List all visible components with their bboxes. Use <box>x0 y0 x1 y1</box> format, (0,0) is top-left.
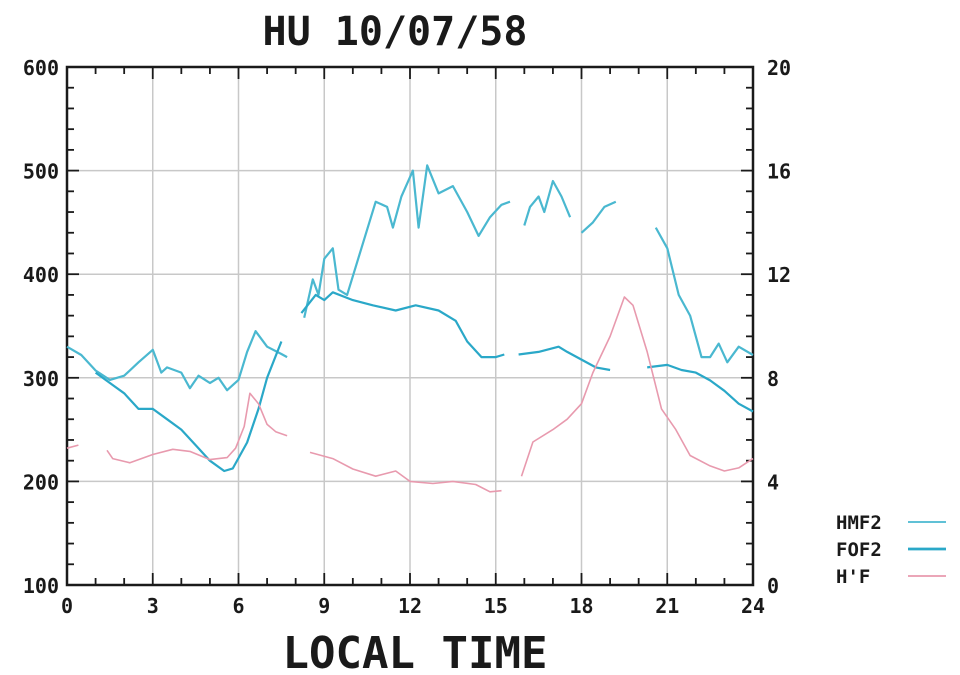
left-tick-label: 300 <box>23 367 59 391</box>
right-tick-label: 8 <box>767 367 779 391</box>
chart-title: HU 10/07/58 <box>263 9 528 55</box>
legend-label: H'F <box>836 566 870 588</box>
series-line-hf <box>66 444 79 449</box>
legend: HMF2 FOF2 H'F <box>836 512 946 588</box>
x-tick-label: 9 <box>318 594 330 618</box>
series-line-fof2 <box>518 345 611 372</box>
series-line-hmf2 <box>303 164 511 318</box>
right-tick-label: 12 <box>767 263 791 287</box>
series-line-fof2 <box>647 363 754 413</box>
series-line-fof2 <box>300 291 505 359</box>
right-tick-label: 20 <box>767 56 791 80</box>
series-hmf2 <box>66 164 754 392</box>
series-line-hf <box>520 296 754 477</box>
series-layer <box>66 164 754 493</box>
right-axis: 0 4 8 12 16 20 <box>767 56 791 598</box>
x-tick-label: 6 <box>232 594 244 618</box>
grid <box>66 66 754 586</box>
left-tick-label: 200 <box>23 470 59 494</box>
series-fof2 <box>94 291 754 473</box>
x-tick-label: 12 <box>398 594 422 618</box>
x-axis: 0 3 6 9 12 15 18 21 24 <box>61 594 765 618</box>
legend-label: FOF2 <box>836 539 882 561</box>
right-tick-label: 0 <box>767 574 779 598</box>
series-line-hf <box>106 392 288 464</box>
left-tick-label: 600 <box>23 56 59 80</box>
right-tick-label: 16 <box>767 160 791 184</box>
series-line-hmf2 <box>523 179 572 226</box>
left-tick-label: 100 <box>23 574 59 598</box>
plot-frame <box>65 65 755 587</box>
series-line-fof2 <box>94 341 283 473</box>
x-tick-label: 18 <box>569 594 593 618</box>
series-line-hmf2 <box>66 330 288 392</box>
left-tick-label: 400 <box>23 263 59 287</box>
x-tick-label: 24 <box>741 594 765 618</box>
series-line-hmf2 <box>654 227 754 364</box>
x-tick-label: 0 <box>61 594 73 618</box>
left-axis: 100 200 300 400 500 600 <box>23 56 59 598</box>
series-line-hmf2 <box>580 200 617 234</box>
legend-label: HMF2 <box>836 512 882 534</box>
series-hf <box>66 296 754 493</box>
x-tick-label: 3 <box>147 594 159 618</box>
right-tick-label: 4 <box>767 470 779 494</box>
x-tick-label: 15 <box>484 594 508 618</box>
left-tick-label: 500 <box>23 160 59 184</box>
x-axis-label: LOCAL TIME <box>283 628 548 675</box>
series-line-hf <box>309 451 502 493</box>
x-tick-label: 21 <box>655 594 679 618</box>
